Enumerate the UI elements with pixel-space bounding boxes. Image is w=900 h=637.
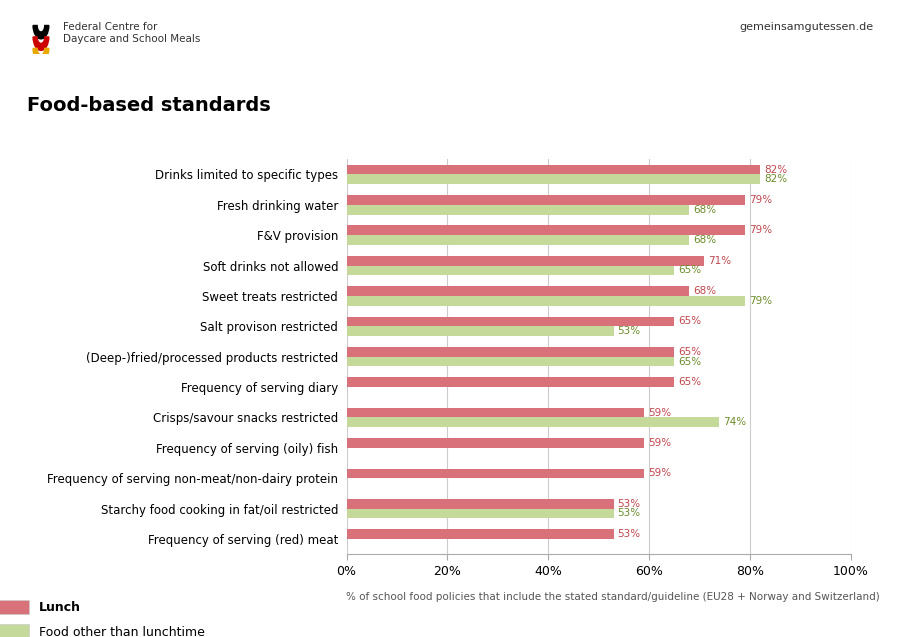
Text: 65%: 65% — [678, 266, 701, 275]
Bar — [346, 256, 705, 266]
Wedge shape — [33, 25, 49, 39]
Bar — [346, 195, 744, 205]
Text: 68%: 68% — [693, 286, 716, 296]
Text: 74%: 74% — [724, 417, 747, 427]
Bar — [346, 296, 744, 306]
Bar — [346, 508, 614, 519]
Bar — [346, 438, 644, 448]
Text: 53%: 53% — [617, 529, 641, 539]
Text: 79%: 79% — [749, 296, 772, 306]
Bar — [346, 266, 674, 275]
Text: 82%: 82% — [764, 175, 787, 184]
Bar — [346, 317, 674, 326]
Text: 82%: 82% — [764, 164, 787, 175]
Text: 65%: 65% — [678, 347, 701, 357]
Bar — [346, 235, 689, 245]
Bar — [346, 347, 674, 357]
Text: 79%: 79% — [749, 225, 772, 235]
Wedge shape — [33, 37, 49, 50]
Text: 53%: 53% — [617, 508, 641, 519]
Text: Food-based standards: Food-based standards — [27, 96, 271, 115]
Bar — [346, 377, 674, 387]
Bar — [346, 165, 760, 175]
Wedge shape — [33, 48, 49, 62]
Text: 65%: 65% — [678, 317, 701, 327]
Text: 68%: 68% — [693, 235, 716, 245]
Text: 53%: 53% — [617, 499, 641, 509]
Bar — [346, 286, 689, 296]
Bar — [346, 529, 614, 539]
Bar — [346, 408, 644, 417]
Bar — [346, 326, 614, 336]
Text: % of school food policies that include the stated standard/guideline (EU28 + Nor: % of school food policies that include t… — [346, 592, 880, 602]
Bar — [346, 417, 719, 427]
Legend: Lunch, Food other than lunchtime: Lunch, Food other than lunchtime — [0, 600, 204, 637]
Text: 65%: 65% — [678, 357, 701, 366]
Text: Federal Centre for
Daycare and School Meals: Federal Centre for Daycare and School Me… — [63, 22, 201, 44]
Text: gemeinsamgutessen.de: gemeinsamgutessen.de — [739, 22, 873, 32]
Text: 65%: 65% — [678, 377, 701, 387]
Bar — [346, 469, 644, 478]
Text: 68%: 68% — [693, 204, 716, 215]
Text: 71%: 71% — [708, 255, 732, 266]
Bar — [346, 205, 689, 215]
Bar — [346, 499, 614, 508]
Bar — [346, 357, 674, 366]
Bar — [346, 175, 760, 184]
Text: 79%: 79% — [749, 195, 772, 205]
Text: 53%: 53% — [617, 326, 641, 336]
Bar — [346, 225, 744, 235]
Text: 59%: 59% — [648, 408, 671, 418]
Text: 59%: 59% — [648, 438, 671, 448]
Text: 59%: 59% — [648, 468, 671, 478]
